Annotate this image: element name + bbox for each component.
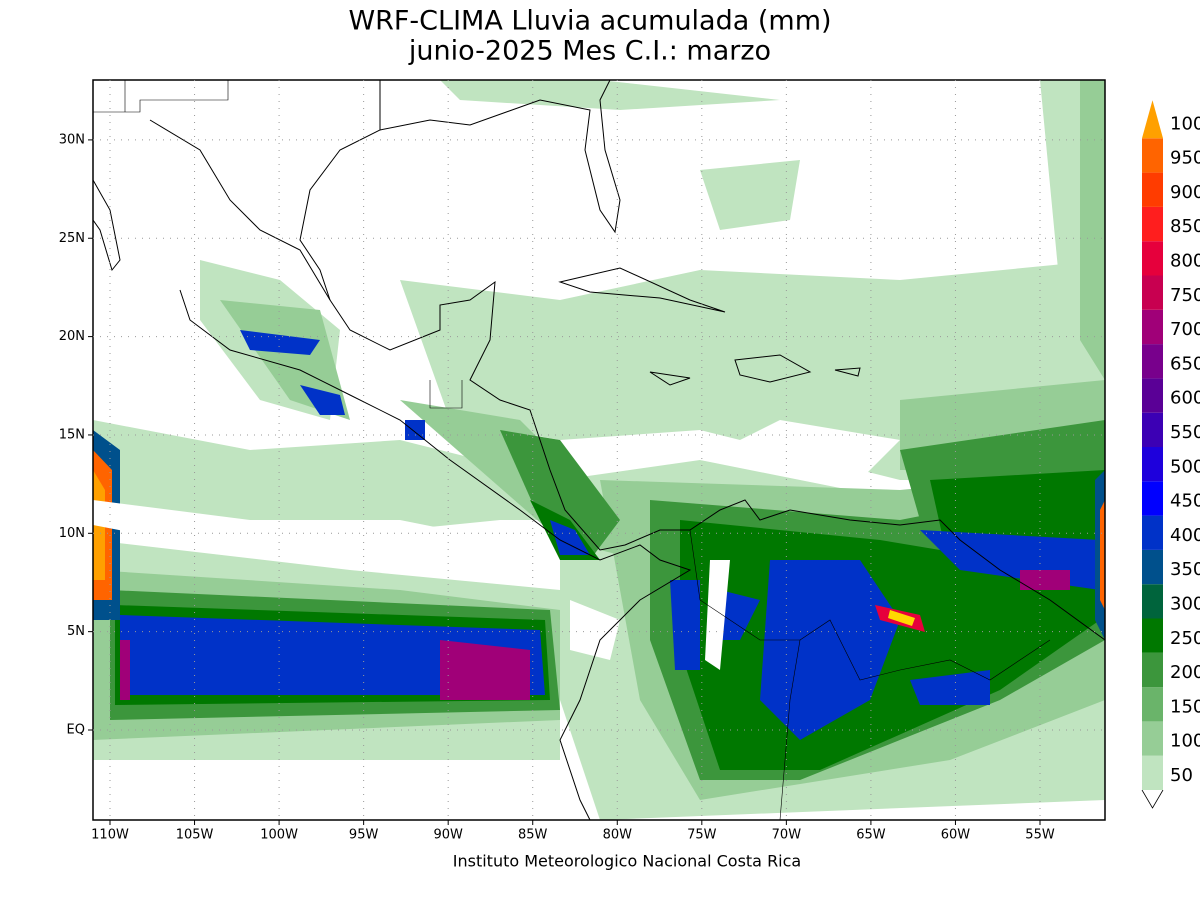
subtitle: junio-2025 Mes C.I.: marzo <box>408 36 771 67</box>
colorbar-box <box>1142 241 1163 276</box>
colorbar-box <box>1142 309 1163 345</box>
colorbar-label: 850 <box>1170 216 1200 237</box>
lon-tick-label: 55W <box>1025 828 1055 843</box>
lat-tick-label: 15N <box>59 427 85 442</box>
colorbar-label: 150 <box>1170 696 1200 717</box>
colorbar-box <box>1142 344 1163 379</box>
lon-tick-label: 70W <box>772 828 802 843</box>
lon-tick-label: 75W <box>687 828 717 843</box>
lon-tick-label: 110W <box>91 828 129 843</box>
colorbar-box <box>1142 721 1163 756</box>
colorbar-box <box>1142 412 1163 447</box>
colorbar-box <box>1142 515 1163 550</box>
colorbar-label: 650 <box>1170 353 1200 374</box>
lon-tick-label: 85W <box>518 828 548 843</box>
colorbar-box <box>1142 584 1163 619</box>
colorbar-label: 800 <box>1170 251 1200 272</box>
lon-tick-label: 100W <box>260 828 298 843</box>
colorbar-label: 200 <box>1170 662 1200 683</box>
colorbar-label: 250 <box>1170 628 1200 649</box>
lat-tick-label: 5N <box>67 624 85 639</box>
colorbar-label: 450 <box>1170 491 1200 512</box>
lon-tick-label: 105W <box>176 828 214 843</box>
colorbar-label: 1000 <box>1170 113 1200 134</box>
colorbar-label: 400 <box>1170 525 1200 546</box>
colorbar-label: 950 <box>1170 148 1200 169</box>
plot-frame <box>92 79 1106 821</box>
colorbar-label: 500 <box>1170 456 1200 477</box>
colorbar-box <box>1142 275 1163 310</box>
colorbar-label: 550 <box>1170 422 1200 443</box>
coastlines <box>93 80 1105 820</box>
footer: Instituto Meteorologico Nacional Costa R… <box>453 852 801 871</box>
lat-tick-label: 10N <box>59 526 85 541</box>
lat-tick-label: 20N <box>59 329 85 344</box>
colorbar-box <box>1142 549 1163 585</box>
colorbar-label: 600 <box>1170 388 1200 409</box>
lon-tick-label: 60W <box>941 828 971 843</box>
lat-tick-label: 30N <box>59 132 85 147</box>
colorbar-label: 100 <box>1170 731 1200 752</box>
colorbar-label: 750 <box>1170 285 1200 306</box>
colorbar-box <box>1142 618 1163 653</box>
lon-tick-label: 90W <box>433 828 463 843</box>
rain-field <box>93 80 1105 820</box>
colorbar-box <box>1142 447 1163 482</box>
colorbar-label: 350 <box>1170 559 1200 580</box>
colorbar-box <box>1142 206 1163 242</box>
colorbar-high-end <box>1142 100 1163 139</box>
lon-tick-label: 65W <box>856 828 886 843</box>
colorbar-box <box>1142 652 1163 688</box>
colorbar-label: 300 <box>1170 594 1200 615</box>
colorbar-label: 50 <box>1170 765 1193 786</box>
lat-tick-label: 25N <box>59 231 85 246</box>
colorbar-box <box>1142 755 1163 790</box>
colorbar-box <box>1142 687 1163 722</box>
colorbar-label: 700 <box>1170 319 1200 340</box>
colorbar-box <box>1142 172 1163 207</box>
colorbar-low-end <box>1141 789 1164 809</box>
colorbar-box <box>1142 378 1163 413</box>
title: WRF-CLIMA Lluvia acumulada (mm) <box>348 6 831 37</box>
colorbar-box <box>1142 138 1163 173</box>
lat-tick-label: EQ <box>67 723 85 738</box>
colorbar-label: 900 <box>1170 182 1200 203</box>
lon-tick-label: 95W <box>349 828 379 843</box>
colorbar-box <box>1142 481 1163 516</box>
lon-tick-label: 80W <box>603 828 633 843</box>
